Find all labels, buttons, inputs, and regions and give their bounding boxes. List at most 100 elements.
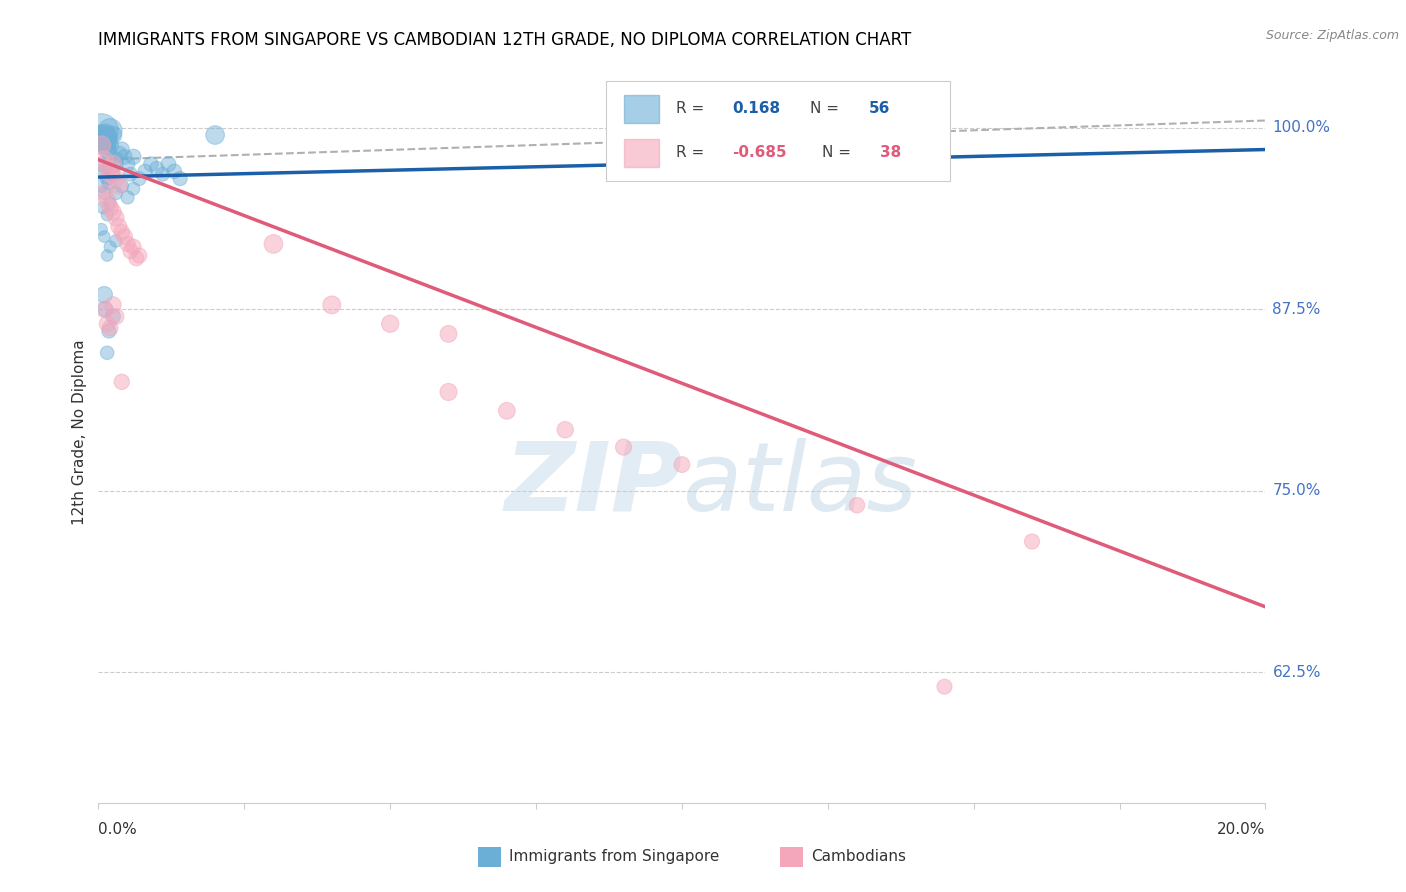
Point <box>321 298 343 312</box>
Point <box>437 326 460 341</box>
Point <box>934 680 956 694</box>
Point <box>93 302 115 317</box>
Text: 87.5%: 87.5% <box>1272 301 1320 317</box>
Point <box>122 182 145 196</box>
Point <box>104 153 127 167</box>
Point <box>114 229 136 244</box>
Point <box>146 161 169 176</box>
Point <box>97 138 120 153</box>
Point <box>114 150 136 164</box>
Point <box>117 190 139 204</box>
Point <box>96 143 118 157</box>
Point <box>101 128 124 142</box>
Point <box>98 321 121 335</box>
Point <box>104 157 127 171</box>
Point <box>96 194 118 208</box>
Point <box>93 136 115 150</box>
Point <box>111 375 134 389</box>
Point <box>93 153 115 167</box>
Text: N =: N = <box>810 102 844 117</box>
Point <box>90 157 112 171</box>
FancyBboxPatch shape <box>606 81 950 181</box>
Point <box>96 132 118 146</box>
Point <box>101 298 124 312</box>
Y-axis label: 12th Grade, No Diploma: 12th Grade, No Diploma <box>72 340 87 525</box>
Point <box>845 498 868 512</box>
Text: Source: ZipAtlas.com: Source: ZipAtlas.com <box>1265 29 1399 42</box>
Point <box>90 178 112 193</box>
Point <box>93 186 115 200</box>
Point <box>91 201 114 215</box>
Point <box>97 176 120 190</box>
Point <box>139 157 162 171</box>
Point <box>98 196 121 211</box>
Point <box>111 225 134 239</box>
Point <box>437 384 460 399</box>
Point <box>108 178 131 193</box>
Point <box>111 178 134 193</box>
Point <box>111 143 134 157</box>
Point <box>120 167 142 181</box>
Text: N =: N = <box>823 145 856 161</box>
Point <box>152 167 174 181</box>
Point <box>98 201 121 215</box>
Point <box>122 240 145 254</box>
Point <box>134 164 156 178</box>
Text: R =: R = <box>676 145 709 161</box>
Text: Immigrants from Singapore: Immigrants from Singapore <box>509 849 720 863</box>
Point <box>98 161 121 176</box>
Point <box>98 123 121 137</box>
Text: atlas: atlas <box>682 438 917 531</box>
Point <box>120 244 142 259</box>
Point <box>96 208 118 222</box>
Point <box>90 123 112 137</box>
Point <box>612 440 634 454</box>
Text: 56: 56 <box>869 102 890 117</box>
Point <box>122 150 145 164</box>
Point <box>104 234 127 248</box>
Point <box>96 248 118 262</box>
Text: 75.0%: 75.0% <box>1272 483 1320 499</box>
FancyBboxPatch shape <box>623 139 658 167</box>
Text: 0.168: 0.168 <box>733 102 780 117</box>
Point <box>90 138 112 153</box>
Point <box>125 252 148 266</box>
Point <box>169 171 191 186</box>
Point <box>671 458 693 472</box>
Point <box>108 147 131 161</box>
Point <box>378 317 402 331</box>
Point <box>91 138 114 153</box>
FancyBboxPatch shape <box>623 95 658 123</box>
Point <box>117 236 139 251</box>
Point <box>91 131 114 145</box>
Point <box>157 157 180 171</box>
Point <box>94 128 117 142</box>
Text: Cambodians: Cambodians <box>811 849 907 863</box>
Text: 20.0%: 20.0% <box>1218 822 1265 837</box>
Point <box>93 229 115 244</box>
Text: R =: R = <box>676 102 709 117</box>
Text: 100.0%: 100.0% <box>1272 120 1330 136</box>
Point <box>93 136 115 150</box>
Point <box>96 317 118 331</box>
Point <box>94 132 117 146</box>
Point <box>101 205 124 219</box>
Point <box>104 211 127 225</box>
Point <box>128 171 150 186</box>
Point <box>90 128 112 142</box>
Point <box>104 310 127 324</box>
Point <box>262 236 284 251</box>
Point <box>101 157 124 171</box>
Point <box>94 302 117 317</box>
Point <box>101 167 124 181</box>
Point <box>97 145 120 160</box>
Point <box>98 167 121 181</box>
Point <box>104 186 127 200</box>
Point <box>93 186 115 200</box>
Point <box>93 164 115 178</box>
Text: 0.0%: 0.0% <box>98 822 138 837</box>
Point <box>96 171 118 186</box>
Text: 38: 38 <box>880 145 901 161</box>
Point <box>117 157 139 171</box>
Point <box>90 222 112 236</box>
